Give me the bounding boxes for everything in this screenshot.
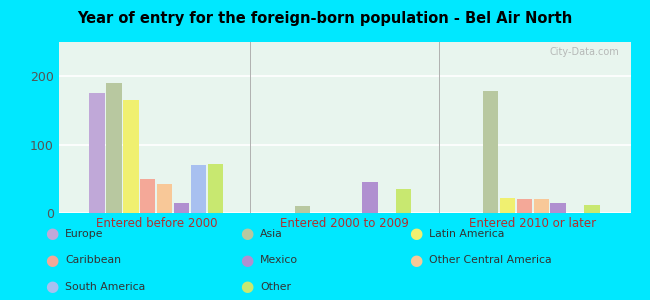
- Bar: [124, 100, 138, 213]
- Text: City-Data.com: City-Data.com: [549, 47, 619, 57]
- Bar: [140, 179, 155, 213]
- Text: Other Central America: Other Central America: [429, 255, 552, 266]
- Bar: [90, 93, 105, 213]
- Text: ●: ●: [46, 226, 58, 242]
- Bar: [534, 199, 549, 213]
- Text: ●: ●: [46, 279, 58, 294]
- Text: Asia: Asia: [260, 229, 283, 239]
- Bar: [551, 203, 566, 213]
- Bar: [191, 165, 206, 213]
- Bar: [584, 205, 599, 213]
- Text: ●: ●: [240, 253, 254, 268]
- Text: ●: ●: [410, 253, 422, 268]
- Bar: [483, 91, 498, 213]
- Bar: [174, 203, 189, 213]
- Text: South America: South America: [65, 282, 145, 292]
- Text: Caribbean: Caribbean: [65, 255, 121, 266]
- Text: Mexico: Mexico: [260, 255, 298, 266]
- Text: ●: ●: [240, 279, 254, 294]
- Bar: [362, 182, 378, 213]
- Text: ●: ●: [46, 253, 58, 268]
- Bar: [396, 189, 411, 213]
- Bar: [208, 164, 223, 213]
- Bar: [157, 184, 172, 213]
- Bar: [107, 83, 122, 213]
- Bar: [500, 198, 515, 213]
- Text: ●: ●: [240, 226, 254, 242]
- Text: Year of entry for the foreign-born population - Bel Air North: Year of entry for the foreign-born popul…: [77, 11, 573, 26]
- Text: ●: ●: [410, 226, 422, 242]
- Bar: [517, 199, 532, 213]
- Text: Europe: Europe: [65, 229, 103, 239]
- Text: Other: Other: [260, 282, 291, 292]
- Text: Latin America: Latin America: [429, 229, 504, 239]
- Bar: [294, 206, 310, 213]
